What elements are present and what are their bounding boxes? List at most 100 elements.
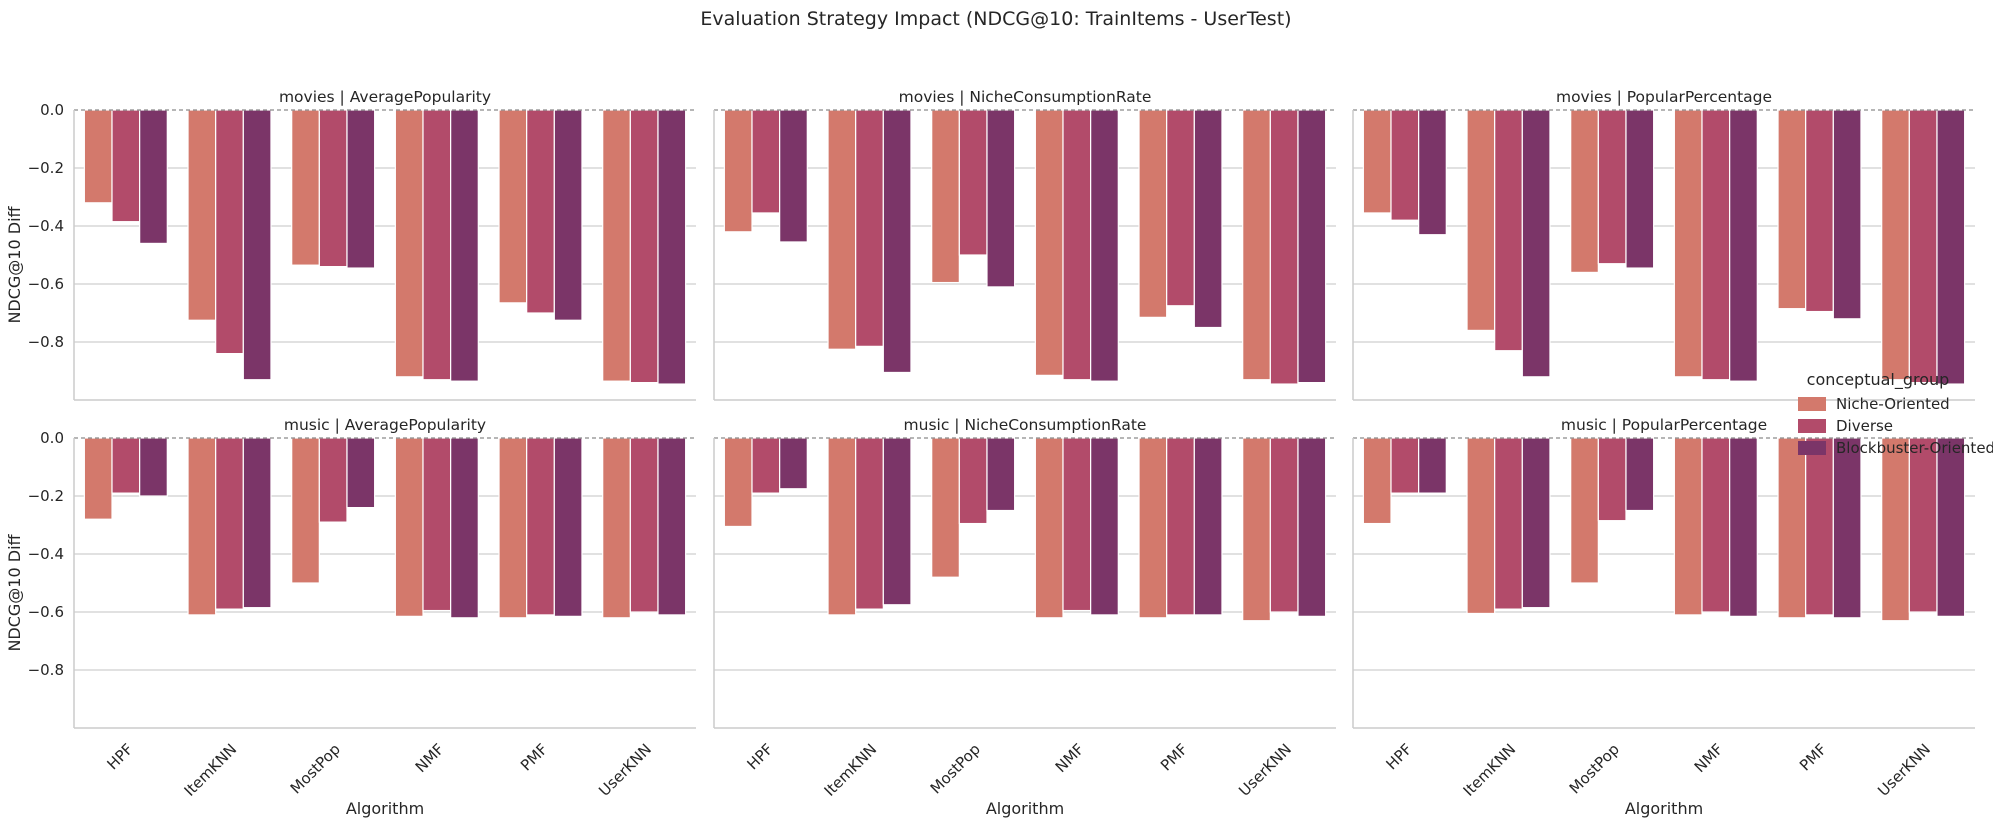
bar [1805, 109, 1834, 313]
bar [83, 437, 113, 520]
bar [1494, 109, 1523, 352]
x-tick-label: HPF [743, 740, 776, 773]
x-tick-label: UserKNN [595, 740, 655, 800]
bar [394, 437, 424, 617]
bar [498, 437, 528, 619]
bar [450, 437, 479, 619]
bar [1597, 437, 1627, 522]
bar [553, 437, 583, 617]
bar [139, 437, 168, 497]
bar [1936, 437, 1966, 617]
bar [1597, 109, 1627, 265]
bar [1625, 437, 1655, 512]
bar [1390, 437, 1420, 494]
facet-title: music | AveragePopularity [284, 416, 486, 434]
bar [1362, 437, 1392, 525]
bar [1908, 109, 1938, 384]
bar [1193, 437, 1223, 616]
bar [657, 109, 687, 385]
bar [855, 109, 884, 347]
bar [187, 437, 217, 616]
bar [1269, 437, 1299, 613]
bar [1269, 109, 1299, 385]
bar [1362, 109, 1392, 214]
bar [1701, 437, 1731, 613]
bar [526, 437, 555, 616]
y-tick-label: −0.4 [28, 545, 64, 563]
bar [526, 109, 555, 314]
legend-swatch [1798, 397, 1826, 411]
bar [882, 109, 912, 374]
facet-panel: music | PopularPercentage HPF ItemKNN MostP… [1352, 416, 1975, 818]
bar [1466, 437, 1496, 615]
bar [1242, 437, 1271, 622]
bar [827, 109, 857, 350]
bar [1138, 109, 1168, 318]
bar [958, 437, 988, 525]
x-tick-label: MostPop [287, 740, 344, 797]
legend: conceptual_group Niche-Oriented Diverse Blo… [1798, 370, 1993, 457]
y-tick-label: −0.6 [28, 603, 64, 621]
bar [291, 109, 320, 266]
bar [111, 109, 141, 223]
x-tick-label: PMF [1796, 740, 1830, 774]
x-tick-label: HPF [1382, 740, 1415, 773]
y-tick-label: −0.8 [28, 333, 64, 351]
bar [1390, 109, 1420, 221]
x-tick-label: NMF [1691, 740, 1727, 776]
x-axis-label: Algorithm [986, 799, 1064, 818]
bar [629, 437, 659, 613]
bar [1521, 437, 1551, 609]
bar [779, 109, 808, 243]
x-tick-label: NMF [1052, 740, 1088, 776]
facet-panel: 0.0 −0.2 −0.4 −0.6 −0.8 movies | AveragePopul… [5, 88, 696, 401]
bar [422, 437, 452, 612]
bar [215, 109, 244, 355]
chart-title: Evaluation Strategy Impact (NDCG@10: Tra… [700, 8, 1291, 30]
bar [318, 109, 348, 268]
bar [291, 437, 320, 584]
bar [882, 437, 912, 606]
bar [986, 437, 1016, 512]
legend-swatch [1798, 419, 1826, 433]
bar [1701, 109, 1731, 381]
bar [1090, 437, 1119, 616]
bar [751, 109, 781, 214]
bar [1138, 437, 1168, 619]
bar [1805, 437, 1834, 616]
bar [1090, 109, 1119, 382]
x-tick-label: ItemKNN [821, 740, 881, 800]
bar [602, 109, 631, 382]
y-axis-label: NDCG@10 Diff [5, 205, 24, 323]
bar [779, 437, 808, 490]
bar [1936, 109, 1966, 385]
x-axis-label: Algorithm [346, 799, 424, 818]
bar [931, 437, 960, 578]
facet-title: movies | NicheConsumptionRate [899, 88, 1152, 106]
x-tick-label: UserKNN [1235, 740, 1295, 800]
bar [1908, 437, 1938, 613]
legend-title: conceptual_group [1807, 370, 1950, 390]
bar [1777, 437, 1807, 619]
bar [1166, 109, 1195, 307]
bar [318, 437, 348, 523]
bar [827, 437, 857, 616]
bar [111, 437, 141, 494]
x-tick-label: MostPop [1566, 740, 1623, 797]
facet-panel: music | NicheConsumptionRate HPF ItemKNN Mo… [713, 416, 1336, 818]
bar [1494, 437, 1523, 610]
bar [657, 437, 687, 616]
bar [629, 109, 659, 384]
y-tick-label: 0.0 [40, 429, 64, 447]
y-tick-label: −0.4 [28, 217, 64, 235]
bar [1062, 437, 1092, 612]
facet-title: music | NicheConsumptionRate [904, 416, 1147, 434]
bar [187, 109, 217, 321]
bar [242, 437, 272, 609]
bar [215, 437, 244, 610]
bar [1034, 109, 1064, 376]
y-tick-label: −0.2 [28, 159, 64, 177]
bar [1673, 437, 1703, 616]
bar [958, 109, 988, 256]
